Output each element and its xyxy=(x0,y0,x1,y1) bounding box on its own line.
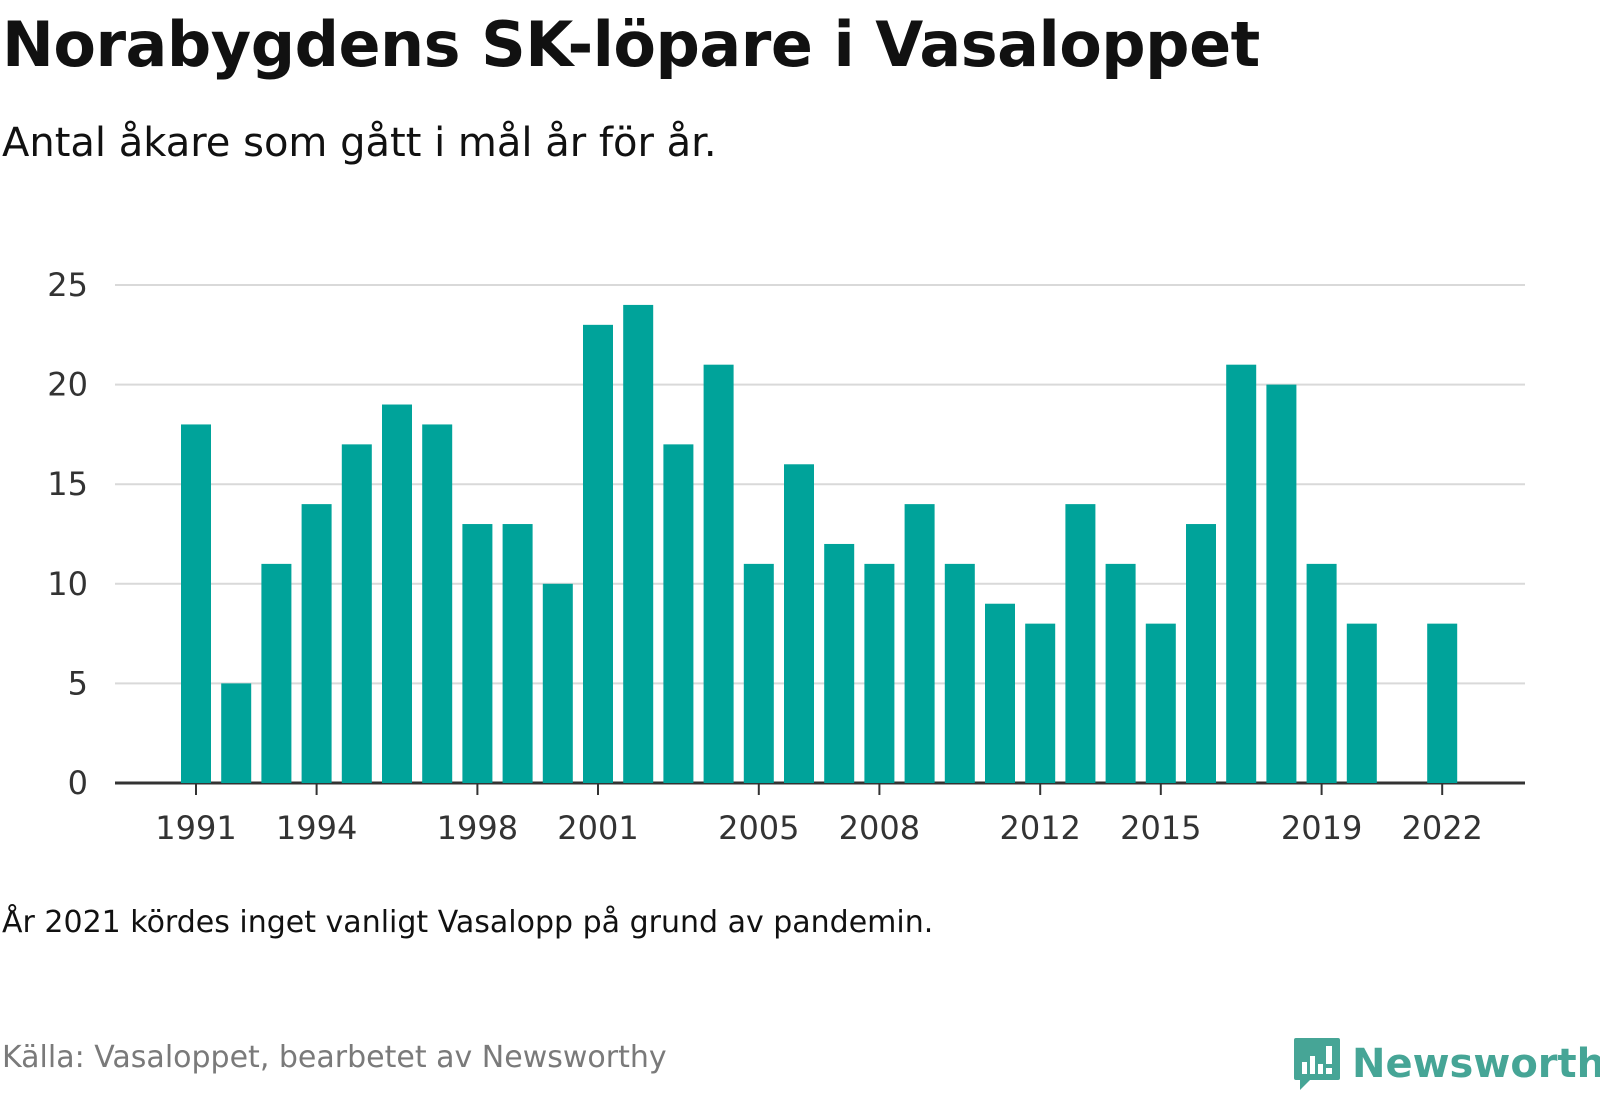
source-credit: Källa: Vasaloppet, bearbetet av Newswort… xyxy=(2,1040,667,1075)
newsworthy-logo-icon xyxy=(1294,1038,1340,1090)
bar xyxy=(623,304,654,783)
x-tick-label: 1994 xyxy=(276,809,357,847)
y-tick-label: 5 xyxy=(68,664,88,702)
brand-logo: Newsworthy xyxy=(1292,1036,1600,1092)
bar xyxy=(864,563,895,783)
bar xyxy=(181,424,211,783)
bar xyxy=(301,504,332,783)
bar xyxy=(1427,623,1458,783)
y-tick-label: 25 xyxy=(47,266,88,304)
x-tick-label: 2022 xyxy=(1401,809,1482,847)
x-tick-label: 2008 xyxy=(839,809,920,847)
bar xyxy=(261,563,292,783)
bar xyxy=(1065,504,1096,783)
x-tick-label: 2001 xyxy=(557,809,638,847)
bar xyxy=(743,563,774,783)
bar xyxy=(824,543,855,783)
bars xyxy=(181,304,1458,783)
bar xyxy=(542,583,573,783)
bar xyxy=(703,364,734,783)
y-tick-label: 10 xyxy=(47,565,88,603)
bar xyxy=(1266,384,1297,783)
x-tick-label: 2005 xyxy=(718,809,799,847)
bar xyxy=(382,404,412,783)
bar xyxy=(784,464,814,783)
x-tick-label: 2019 xyxy=(1281,809,1362,847)
bar xyxy=(1105,563,1136,783)
footnote: År 2021 kördes inget vanligt Vasalopp på… xyxy=(2,905,934,940)
chart-title: Norabygdens SK-löpare i Vasaloppet xyxy=(2,8,1260,81)
bar xyxy=(221,683,252,783)
bar xyxy=(1226,364,1257,783)
y-tick-label: 20 xyxy=(47,366,88,404)
x-tick-label: 2012 xyxy=(999,809,1080,847)
y-axis-ticks: 0 5 10 15 20 25 xyxy=(47,266,88,802)
bar xyxy=(1145,623,1176,783)
bar xyxy=(1186,524,1216,783)
bar xyxy=(422,424,453,783)
bar xyxy=(583,324,613,783)
y-tick-label: 0 xyxy=(68,764,88,802)
bar xyxy=(341,444,372,783)
bar xyxy=(904,504,935,783)
bar xyxy=(1306,563,1337,783)
x-tick-label: 2015 xyxy=(1120,809,1201,847)
x-tick-label: 1998 xyxy=(437,809,518,847)
bar xyxy=(462,524,493,783)
brand-name: Newsworthy xyxy=(1352,1041,1600,1087)
bar xyxy=(944,563,975,783)
bar xyxy=(1346,623,1377,783)
x-tick-label: 1991 xyxy=(155,809,236,847)
bar-chart: 0 5 10 15 20 25 1991 1994 1998 2001 2005 2008 2012 2… xyxy=(47,266,1525,847)
x-axis-ticks: 1991 1994 1998 2001 2005 2008 2012 2015 2019 2022 xyxy=(155,783,1483,847)
chart-subtitle: Antal åkare som gått i mål år för år. xyxy=(2,120,717,166)
bar xyxy=(502,524,533,783)
bar xyxy=(985,603,1015,783)
y-tick-label: 15 xyxy=(47,465,88,503)
bar xyxy=(1025,623,1056,783)
bar xyxy=(663,444,694,783)
